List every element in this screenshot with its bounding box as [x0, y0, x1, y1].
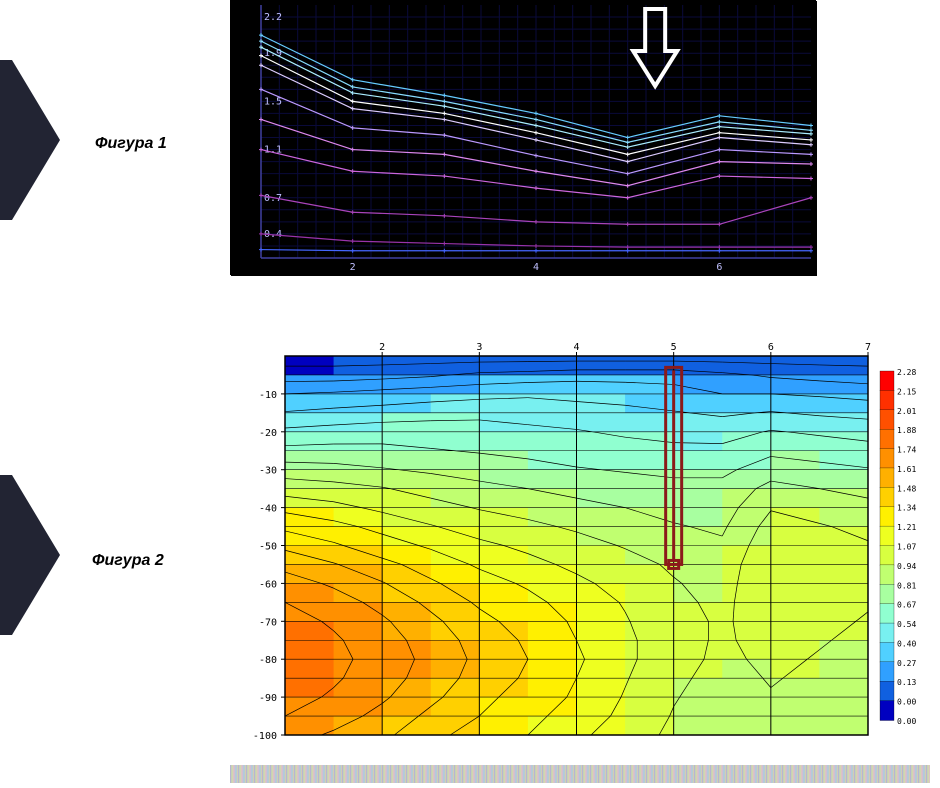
svg-text:-40: -40: [259, 504, 277, 515]
svg-text:-20: -20: [259, 428, 277, 439]
svg-text:1.88: 1.88: [897, 426, 916, 435]
noise-strip: [230, 765, 930, 783]
svg-text:0.27: 0.27: [897, 659, 916, 668]
svg-text:1.5: 1.5: [264, 96, 282, 107]
svg-text:0.00: 0.00: [897, 717, 916, 726]
svg-text:-100: -100: [253, 731, 277, 742]
svg-text:3: 3: [476, 342, 482, 353]
svg-text:1.07: 1.07: [897, 543, 916, 552]
svg-text:4: 4: [574, 342, 580, 353]
heatmap-figure-2: 2 3 4 5 6 7 -10 -20 -30 -40 -50 -60 -70 -80 -90 -100 2.2…: [230, 338, 930, 743]
svg-text:-30: -30: [259, 466, 277, 477]
figure-2-pointer: [0, 475, 60, 635]
svg-text:-90: -90: [259, 693, 277, 704]
line-chart-figure-1: 0.40.71.11.51.92.2246: [230, 0, 816, 275]
svg-text:2.15: 2.15: [897, 387, 916, 396]
figure-1-pointer: [0, 60, 60, 220]
svg-text:6: 6: [768, 342, 774, 353]
svg-text:1.61: 1.61: [897, 465, 916, 474]
svg-text:1.21: 1.21: [897, 523, 916, 532]
svg-text:4: 4: [533, 262, 539, 273]
svg-text:0.00: 0.00: [897, 698, 916, 707]
svg-text:0.81: 0.81: [897, 581, 916, 590]
svg-text:-80: -80: [259, 655, 277, 666]
svg-text:0.54: 0.54: [897, 620, 916, 629]
svg-text:-10: -10: [259, 390, 277, 401]
svg-text:0.94: 0.94: [897, 562, 916, 571]
svg-text:1.34: 1.34: [897, 504, 916, 513]
svg-text:5: 5: [671, 342, 677, 353]
svg-text:-70: -70: [259, 617, 277, 628]
figure-1-label: Фигура 1: [95, 135, 167, 153]
svg-text:0.40: 0.40: [897, 639, 916, 648]
svg-text:1.74: 1.74: [897, 446, 916, 455]
svg-text:2: 2: [379, 342, 385, 353]
svg-text:0.13: 0.13: [897, 678, 916, 687]
svg-text:-60: -60: [259, 579, 277, 590]
svg-text:0.67: 0.67: [897, 601, 916, 610]
svg-text:-50: -50: [259, 542, 277, 553]
svg-text:2.2: 2.2: [264, 12, 282, 23]
svg-text:1.48: 1.48: [897, 484, 916, 493]
svg-text:2.28: 2.28: [897, 368, 916, 377]
svg-text:7: 7: [865, 342, 871, 353]
figure-2-label: Фигура 2: [92, 552, 164, 570]
svg-text:6: 6: [716, 262, 722, 273]
svg-text:2: 2: [350, 262, 356, 273]
svg-text:2.01: 2.01: [897, 407, 916, 416]
